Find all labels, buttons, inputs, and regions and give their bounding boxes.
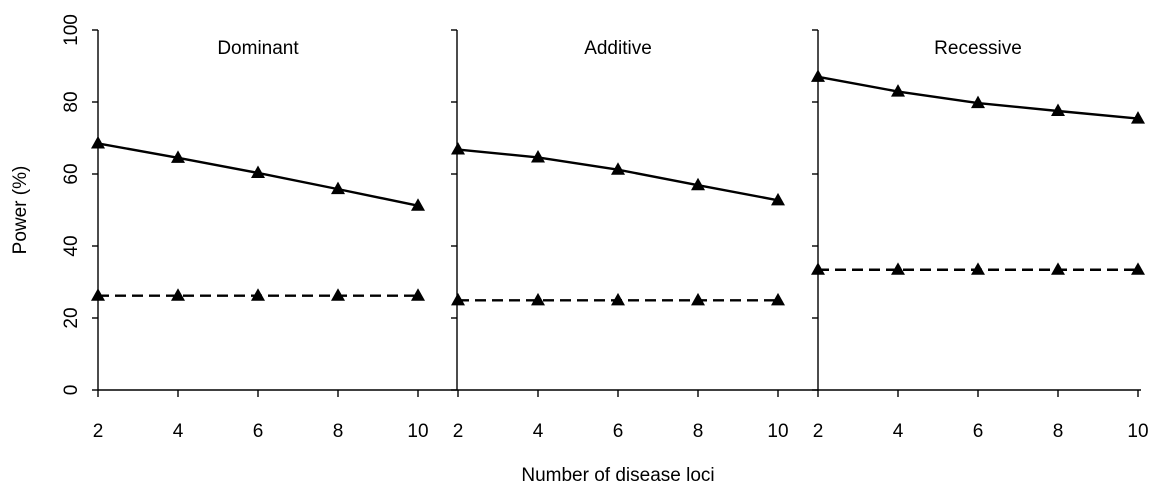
data-point-marker [771,292,785,306]
data-point-marker [971,262,985,275]
x-tick-label: 8 [693,421,704,442]
data-point-marker [411,198,425,211]
data-point-marker [1051,103,1065,117]
y-tick-label: 40 [61,235,82,256]
data-point-marker [691,292,705,306]
panel-title: Additive [584,38,652,59]
y-tick-label: 60 [61,163,82,184]
data-point-marker [251,165,265,178]
x-tick-label: 10 [767,421,788,442]
x-tick-label: 8 [333,421,344,442]
data-point-marker [251,288,265,301]
data-point-marker [91,135,105,149]
x-tick-label: 4 [893,421,904,442]
data-point-marker [451,142,465,155]
panel-title: Recessive [934,38,1022,59]
x-tick-label: 6 [253,421,264,442]
y-tick-label: 80 [61,91,82,112]
x-tick-label: 6 [613,421,624,442]
y-tick-label: 100 [61,14,82,46]
data-point-marker [91,288,105,301]
data-point-marker [331,181,345,195]
data-point-marker [1131,262,1145,275]
data-point-marker [451,292,465,306]
panel-recessive: 2 4 6 8 10 Recessive [811,29,1149,442]
x-axis-title: Number of disease loci [521,465,714,486]
y-axis-title: Power (%) [10,166,31,255]
data-point-marker [811,69,825,82]
data-point-marker [691,177,705,191]
data-point-marker [891,262,905,275]
data-point-marker [531,292,545,306]
x-tick-label: 6 [973,421,984,442]
x-tick-label: 2 [453,421,464,442]
data-point-marker [411,288,425,301]
series-line-solid [457,148,779,202]
data-point-marker [1051,262,1065,275]
data-point-marker [171,288,185,301]
panel-title: Dominant [217,38,299,59]
y-tick-label: 0 [61,385,82,396]
data-point-marker [171,150,185,163]
data-point-marker [531,150,545,163]
data-point-marker [811,262,825,275]
panel-dominant: 2 4 6 8 10 Dominant [91,29,429,442]
x-tick-label: 2 [93,421,104,442]
x-tick-label: 4 [533,421,544,442]
data-point-marker [331,288,345,301]
y-tick-label: 20 [61,307,82,328]
x-tick-label: 4 [173,421,184,442]
data-point-marker [771,192,785,206]
data-point-marker [1131,111,1145,124]
data-point-marker [971,95,985,109]
data-point-marker [611,162,625,175]
x-tick-label: 8 [1053,421,1064,442]
plot-area: 0 20 40 60 80 100 2 4 6 8 10 Dominant 2 4 6 8 10 Additive… [61,14,1149,442]
panel-additive: 2 4 6 8 10 Additive [451,29,789,442]
data-point-marker [891,84,905,97]
x-tick-label: 2 [813,421,824,442]
x-tick-label: 10 [1127,421,1148,442]
x-tick-label: 10 [407,421,428,442]
data-point-marker [611,292,625,306]
